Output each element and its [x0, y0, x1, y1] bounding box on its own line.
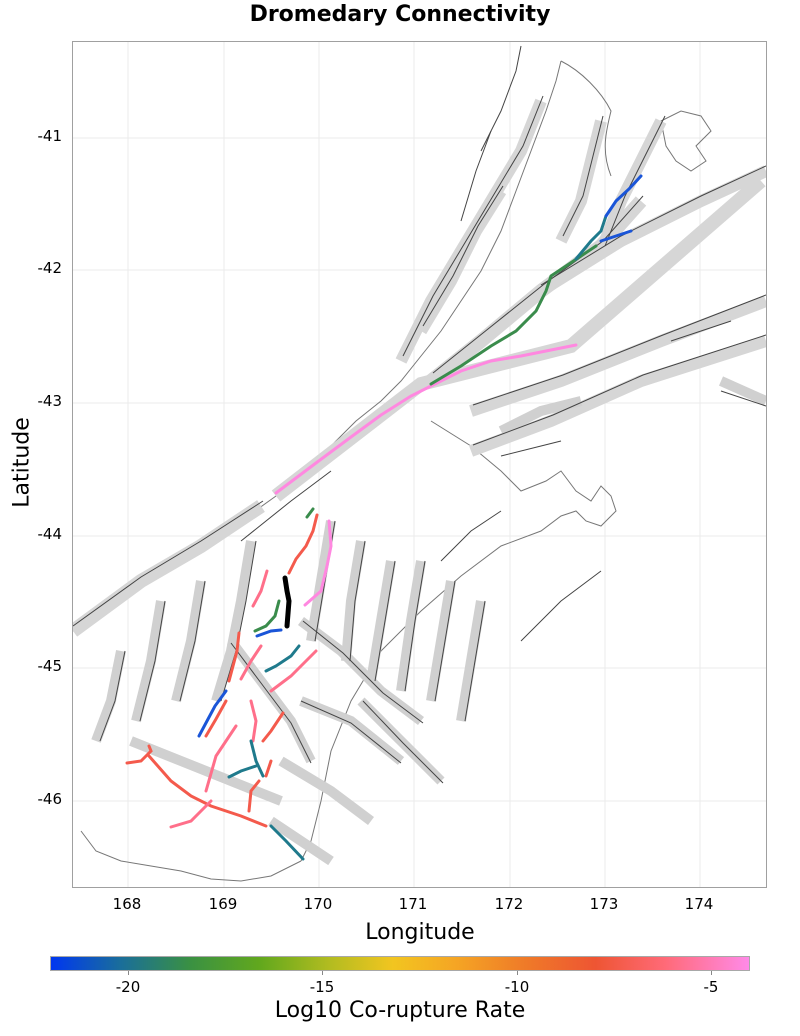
y-tick: -45: [37, 657, 63, 675]
colorbar-tick-mark: [128, 971, 129, 975]
y-tick: -44: [37, 525, 63, 543]
y-tick: -46: [37, 790, 63, 808]
x-tick: 172: [494, 895, 524, 913]
colorbar-tick-mark: [322, 971, 323, 975]
map-plot-area: [72, 41, 767, 888]
y-axis-label: Latitude: [9, 417, 35, 508]
fault-map: [73, 42, 766, 887]
colorbar-tick-mark: [517, 971, 518, 975]
x-tick: 173: [589, 895, 619, 913]
y-tick: -43: [37, 392, 63, 410]
x-tick: 171: [398, 895, 428, 913]
x-tick: 168: [112, 895, 142, 913]
colorbar: [50, 956, 750, 971]
y-tick: -42: [37, 259, 63, 277]
colorbar-tick-mark: [711, 971, 712, 975]
co-ruptured-faults: [125, 174, 643, 861]
fault-patches: [73, 98, 766, 637]
colorbar-tick: -5: [703, 978, 719, 996]
x-tick: 170: [303, 895, 333, 913]
colorbar-tick: -10: [504, 978, 530, 996]
colorbar-tick: -20: [115, 978, 141, 996]
x-tick: 169: [208, 895, 238, 913]
x-axis-label: Longitude: [365, 920, 475, 945]
y-tick: -41: [37, 127, 63, 145]
colorbar-tick: -15: [309, 978, 335, 996]
chart-title: Dromedary Connectivity: [249, 2, 551, 27]
colorbar-label: Log10 Co-rupture Rate: [274, 998, 526, 1023]
south-patches: [91, 376, 766, 866]
x-tick: 174: [684, 895, 714, 913]
fault-traces: [73, 45, 766, 784]
